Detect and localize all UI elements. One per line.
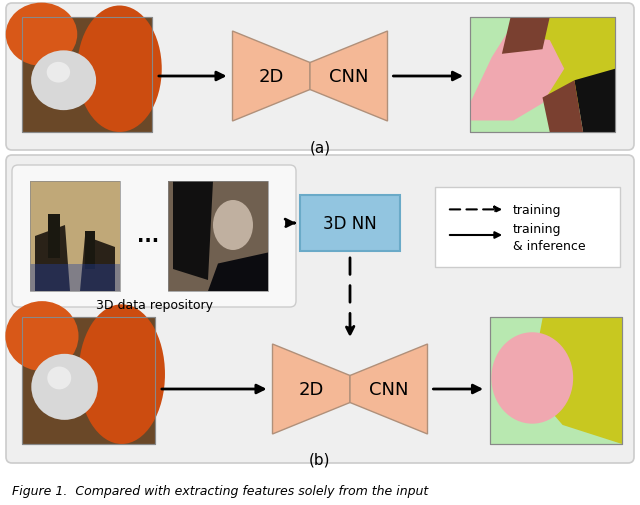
Ellipse shape: [31, 354, 98, 420]
Polygon shape: [173, 182, 213, 280]
Text: 2D: 2D: [259, 68, 284, 86]
Ellipse shape: [213, 200, 253, 250]
Ellipse shape: [47, 367, 71, 390]
Ellipse shape: [492, 333, 573, 424]
Text: training: training: [513, 204, 561, 217]
Bar: [168, 182, 268, 291]
Text: 3D data repository: 3D data repository: [95, 298, 212, 311]
Text: training: training: [513, 223, 561, 236]
FancyBboxPatch shape: [6, 156, 634, 463]
Bar: [22, 18, 152, 133]
Ellipse shape: [77, 7, 162, 133]
Bar: [490, 317, 622, 444]
Polygon shape: [310, 32, 387, 122]
FancyBboxPatch shape: [12, 166, 296, 308]
Polygon shape: [35, 226, 70, 291]
Bar: [85, 231, 95, 270]
Ellipse shape: [6, 4, 77, 67]
Ellipse shape: [47, 63, 70, 83]
Bar: [22, 317, 155, 444]
Bar: [168, 182, 268, 291]
Polygon shape: [543, 81, 583, 133]
Polygon shape: [273, 344, 350, 434]
Polygon shape: [350, 344, 428, 434]
FancyBboxPatch shape: [435, 188, 620, 268]
Ellipse shape: [79, 305, 165, 444]
Text: & inference: & inference: [513, 239, 586, 252]
Text: CNN: CNN: [329, 68, 369, 86]
Bar: [22, 18, 152, 133]
FancyBboxPatch shape: [300, 195, 400, 251]
FancyBboxPatch shape: [6, 4, 634, 150]
Ellipse shape: [5, 301, 79, 371]
Bar: [22, 317, 155, 444]
Bar: [490, 317, 622, 444]
Text: (b): (b): [309, 451, 331, 467]
Bar: [30, 182, 120, 291]
Polygon shape: [80, 236, 115, 291]
Bar: [30, 264, 120, 291]
Polygon shape: [232, 32, 310, 122]
Polygon shape: [208, 253, 268, 291]
Text: 2D: 2D: [299, 380, 324, 398]
Polygon shape: [470, 35, 564, 121]
Bar: [470, 18, 615, 133]
Polygon shape: [575, 70, 615, 133]
Ellipse shape: [31, 51, 96, 111]
Text: ...: ...: [138, 227, 159, 246]
Polygon shape: [513, 18, 615, 121]
Text: CNN: CNN: [369, 380, 408, 398]
Bar: [30, 182, 120, 291]
Text: 3D NN: 3D NN: [323, 215, 377, 232]
Text: (a): (a): [309, 140, 331, 155]
Bar: [470, 18, 615, 133]
Text: Figure 1.  Compared with extracting features solely from the input: Figure 1. Compared with extracting featu…: [12, 484, 428, 497]
Polygon shape: [530, 317, 622, 444]
Polygon shape: [502, 18, 550, 55]
Bar: [48, 215, 60, 259]
